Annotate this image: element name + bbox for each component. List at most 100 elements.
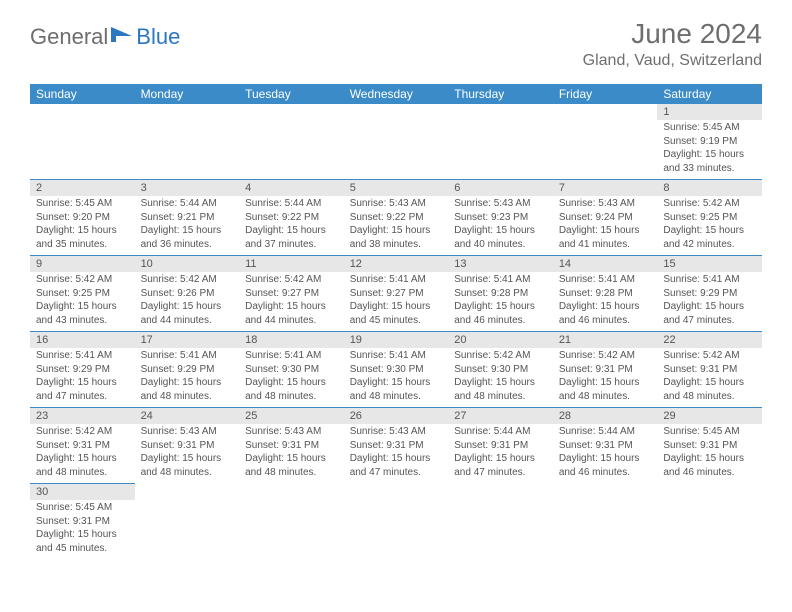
day-line: Sunset: 9:31 PM bbox=[454, 439, 547, 453]
day-line: Sunset: 9:26 PM bbox=[141, 287, 234, 301]
logo-text-gray: General bbox=[30, 24, 108, 50]
day-number: 17 bbox=[135, 332, 240, 349]
day-line: Daylight: 15 hours and 40 minutes. bbox=[454, 224, 547, 251]
day-cell bbox=[344, 120, 449, 180]
day-cell: Sunrise: 5:41 AMSunset: 9:30 PMDaylight:… bbox=[344, 348, 449, 408]
day-line: Sunset: 9:21 PM bbox=[141, 211, 234, 225]
day-cell: Sunrise: 5:43 AMSunset: 9:31 PMDaylight:… bbox=[239, 424, 344, 484]
day-cell: Sunrise: 5:43 AMSunset: 9:23 PMDaylight:… bbox=[448, 196, 553, 256]
day-line: Daylight: 15 hours and 35 minutes. bbox=[36, 224, 129, 251]
day-number: 27 bbox=[448, 408, 553, 425]
day-line: Sunrise: 5:41 AM bbox=[663, 273, 756, 287]
day-cell bbox=[553, 120, 658, 180]
day-cell bbox=[30, 120, 135, 180]
day-number: 28 bbox=[553, 408, 658, 425]
day-line: Daylight: 15 hours and 44 minutes. bbox=[245, 300, 338, 327]
day-line: Sunrise: 5:41 AM bbox=[350, 273, 443, 287]
day-number bbox=[239, 484, 344, 501]
day-line: Daylight: 15 hours and 47 minutes. bbox=[454, 452, 547, 479]
day-cell bbox=[239, 500, 344, 559]
day-line: Daylight: 15 hours and 46 minutes. bbox=[454, 300, 547, 327]
day-number: 18 bbox=[239, 332, 344, 349]
day-number bbox=[30, 104, 135, 120]
day-line: Sunrise: 5:41 AM bbox=[141, 349, 234, 363]
day-number bbox=[553, 484, 658, 501]
day-line: Daylight: 15 hours and 37 minutes. bbox=[245, 224, 338, 251]
day-cell: Sunrise: 5:45 AMSunset: 9:20 PMDaylight:… bbox=[30, 196, 135, 256]
day-number: 16 bbox=[30, 332, 135, 349]
day-number: 1 bbox=[657, 104, 762, 120]
day-line: Daylight: 15 hours and 48 minutes. bbox=[36, 452, 129, 479]
day-line: Sunrise: 5:43 AM bbox=[454, 197, 547, 211]
day-number bbox=[657, 484, 762, 501]
day-line: Sunset: 9:30 PM bbox=[245, 363, 338, 377]
day-line: Sunset: 9:28 PM bbox=[559, 287, 652, 301]
day-line: Sunrise: 5:44 AM bbox=[245, 197, 338, 211]
logo-text-blue: Blue bbox=[136, 24, 180, 50]
day-cell: Sunrise: 5:44 AMSunset: 9:31 PMDaylight:… bbox=[553, 424, 658, 484]
day-line: Sunrise: 5:45 AM bbox=[36, 501, 129, 515]
day-line: Daylight: 15 hours and 46 minutes. bbox=[559, 452, 652, 479]
day-number: 2 bbox=[30, 180, 135, 197]
day-number: 23 bbox=[30, 408, 135, 425]
day-line: Sunset: 9:22 PM bbox=[350, 211, 443, 225]
day-cell: Sunrise: 5:42 AMSunset: 9:25 PMDaylight:… bbox=[657, 196, 762, 256]
day-line: Sunrise: 5:42 AM bbox=[36, 273, 129, 287]
day-line: Sunrise: 5:42 AM bbox=[36, 425, 129, 439]
day-line: Sunrise: 5:43 AM bbox=[141, 425, 234, 439]
day-cell: Sunrise: 5:43 AMSunset: 9:31 PMDaylight:… bbox=[135, 424, 240, 484]
day-number: 14 bbox=[553, 256, 658, 273]
day-cell: Sunrise: 5:41 AMSunset: 9:27 PMDaylight:… bbox=[344, 272, 449, 332]
day-cell: Sunrise: 5:42 AMSunset: 9:26 PMDaylight:… bbox=[135, 272, 240, 332]
day-number: 22 bbox=[657, 332, 762, 349]
day-number bbox=[239, 104, 344, 120]
day-cell: Sunrise: 5:41 AMSunset: 9:28 PMDaylight:… bbox=[553, 272, 658, 332]
day-line: Sunset: 9:19 PM bbox=[663, 135, 756, 149]
day-line: Sunrise: 5:42 AM bbox=[663, 197, 756, 211]
day-number: 13 bbox=[448, 256, 553, 273]
day-cell: Sunrise: 5:43 AMSunset: 9:24 PMDaylight:… bbox=[553, 196, 658, 256]
day-line: Sunrise: 5:42 AM bbox=[559, 349, 652, 363]
day-line: Daylight: 15 hours and 48 minutes. bbox=[245, 376, 338, 403]
day-line: Sunrise: 5:42 AM bbox=[454, 349, 547, 363]
day-cell: Sunrise: 5:42 AMSunset: 9:31 PMDaylight:… bbox=[30, 424, 135, 484]
day-cell: Sunrise: 5:41 AMSunset: 9:29 PMDaylight:… bbox=[30, 348, 135, 408]
day-number: 19 bbox=[344, 332, 449, 349]
day-cell: Sunrise: 5:44 AMSunset: 9:22 PMDaylight:… bbox=[239, 196, 344, 256]
day-line: Sunset: 9:28 PM bbox=[454, 287, 547, 301]
day-line: Daylight: 15 hours and 33 minutes. bbox=[663, 148, 756, 175]
day-cell: Sunrise: 5:44 AMSunset: 9:31 PMDaylight:… bbox=[448, 424, 553, 484]
day-header: Saturday bbox=[657, 84, 762, 104]
logo: General Blue bbox=[30, 24, 180, 50]
day-line: Sunset: 9:31 PM bbox=[350, 439, 443, 453]
day-line: Sunset: 9:31 PM bbox=[663, 439, 756, 453]
day-number: 6 bbox=[448, 180, 553, 197]
day-line: Sunrise: 5:41 AM bbox=[454, 273, 547, 287]
day-line: Sunset: 9:23 PM bbox=[454, 211, 547, 225]
day-line: Sunset: 9:31 PM bbox=[663, 363, 756, 377]
location: Gland, Vaud, Switzerland bbox=[583, 52, 762, 70]
title-area: June 2024 Gland, Vaud, Switzerland bbox=[583, 18, 762, 70]
day-cell: Sunrise: 5:44 AMSunset: 9:21 PMDaylight:… bbox=[135, 196, 240, 256]
day-line: Sunrise: 5:42 AM bbox=[245, 273, 338, 287]
day-line: Daylight: 15 hours and 46 minutes. bbox=[663, 452, 756, 479]
day-line: Sunrise: 5:45 AM bbox=[663, 121, 756, 135]
day-cell: Sunrise: 5:41 AMSunset: 9:29 PMDaylight:… bbox=[135, 348, 240, 408]
day-header: Friday bbox=[553, 84, 658, 104]
day-line: Sunset: 9:24 PM bbox=[559, 211, 652, 225]
day-line: Daylight: 15 hours and 36 minutes. bbox=[141, 224, 234, 251]
day-line: Sunset: 9:29 PM bbox=[141, 363, 234, 377]
day-number: 11 bbox=[239, 256, 344, 273]
day-line: Daylight: 15 hours and 43 minutes. bbox=[36, 300, 129, 327]
day-cell bbox=[135, 500, 240, 559]
day-line: Sunrise: 5:42 AM bbox=[141, 273, 234, 287]
day-line: Daylight: 15 hours and 48 minutes. bbox=[559, 376, 652, 403]
day-number bbox=[344, 484, 449, 501]
day-cell: Sunrise: 5:45 AMSunset: 9:31 PMDaylight:… bbox=[30, 500, 135, 559]
day-line: Sunrise: 5:43 AM bbox=[350, 425, 443, 439]
day-cell: Sunrise: 5:41 AMSunset: 9:28 PMDaylight:… bbox=[448, 272, 553, 332]
day-line: Sunrise: 5:41 AM bbox=[36, 349, 129, 363]
day-line: Sunrise: 5:42 AM bbox=[663, 349, 756, 363]
day-line: Sunset: 9:27 PM bbox=[245, 287, 338, 301]
day-cell: Sunrise: 5:45 AMSunset: 9:31 PMDaylight:… bbox=[657, 424, 762, 484]
